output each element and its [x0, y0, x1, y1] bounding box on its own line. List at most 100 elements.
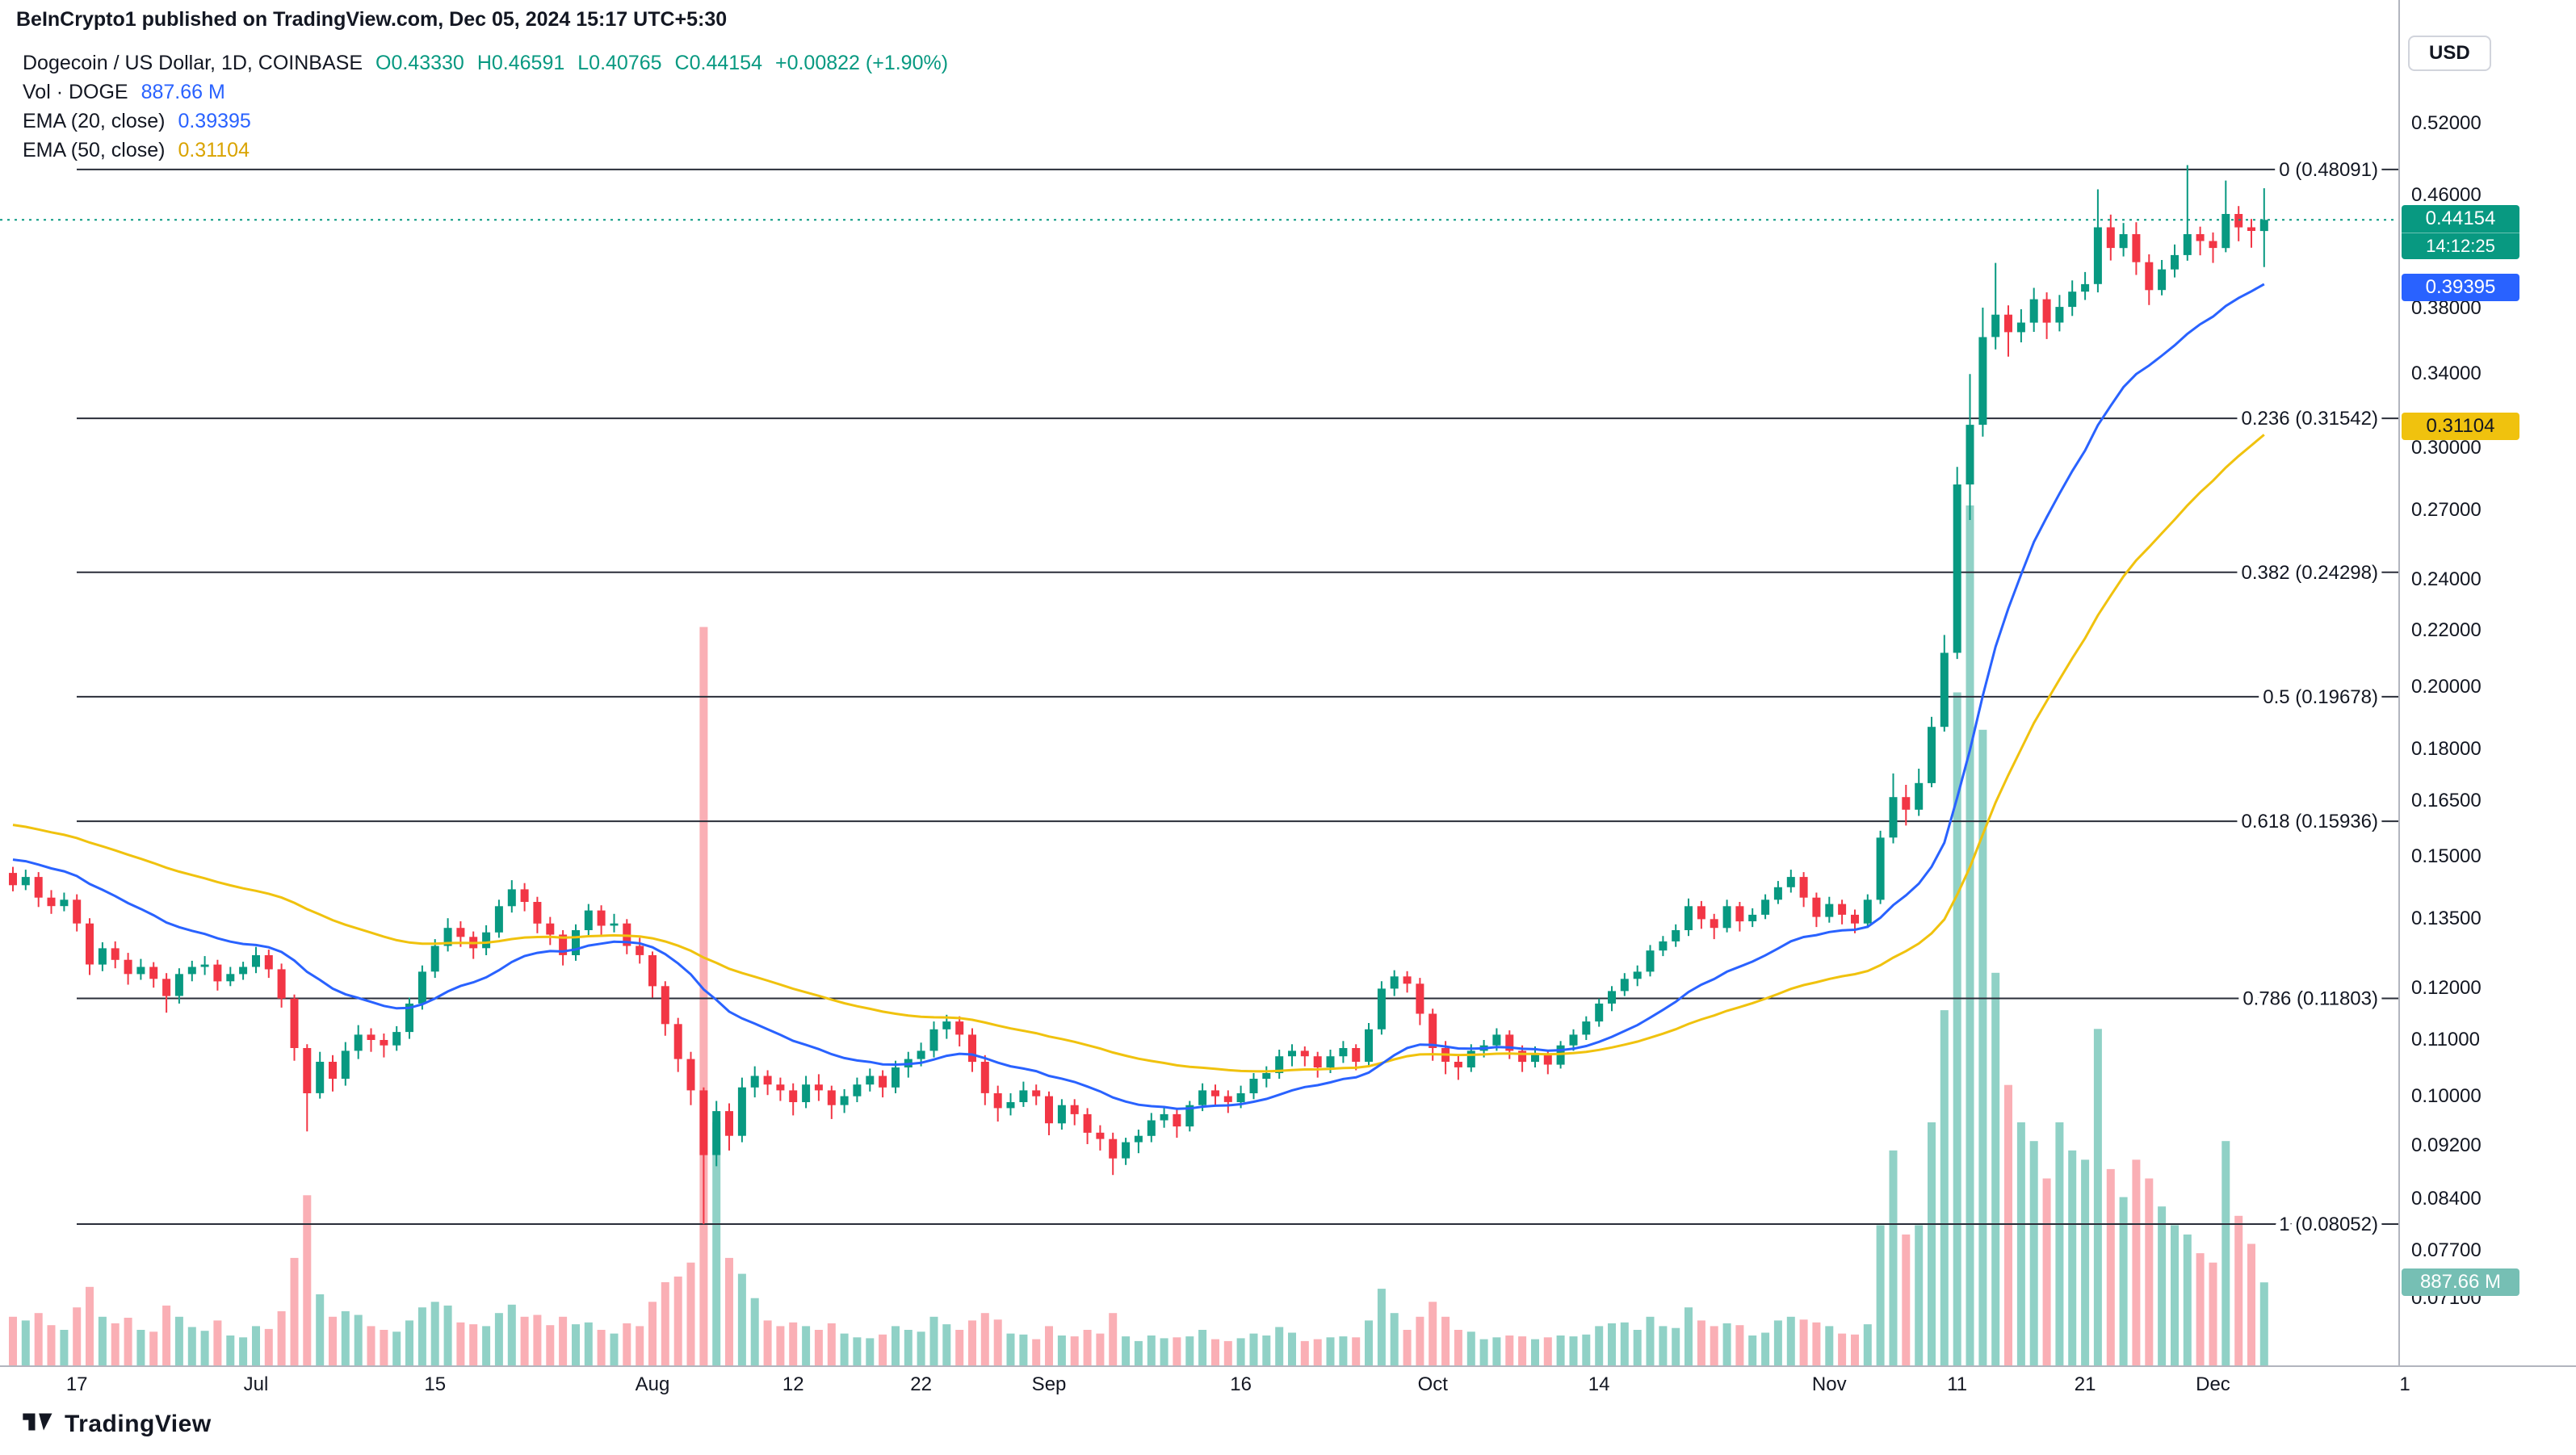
volume-bar: [1851, 1334, 1859, 1365]
currency-usd-button[interactable]: USD: [2408, 36, 2491, 71]
candle-body: [200, 964, 209, 967]
volume-bar: [1339, 1336, 1348, 1365]
volume-bar: [124, 1318, 132, 1365]
candle-body: [136, 967, 145, 975]
legend-ema50-row[interactable]: EMA (50, close) 0.31104: [23, 136, 961, 165]
candle-body: [1057, 1105, 1066, 1124]
legend-symbol-row[interactable]: Dogecoin / US Dollar, 1D, COINBASE O0.43…: [23, 48, 961, 78]
volume-bar: [968, 1320, 976, 1365]
candle-body: [1684, 906, 1693, 930]
volume-bar: [1492, 1337, 1501, 1365]
candle-body: [2183, 234, 2192, 255]
time-axis-label: 11: [1947, 1373, 1968, 1395]
candle-body: [1185, 1105, 1194, 1127]
candle-body: [2106, 227, 2115, 249]
volume-bar: [763, 1320, 772, 1365]
time-axis-label: 15: [424, 1373, 447, 1395]
legend-change: +0.00822 (+1.90%): [774, 51, 949, 74]
candle-body: [1288, 1050, 1296, 1057]
volume-bar: [1518, 1336, 1527, 1365]
legend-high: H0.46591: [476, 51, 565, 74]
legend-low: L0.40765: [577, 51, 662, 74]
candle-body: [1122, 1142, 1131, 1159]
volume-bar: [1147, 1335, 1156, 1365]
fib-level-label: 1 (0.08052): [2279, 1214, 2378, 1235]
volume-bar: [405, 1320, 413, 1365]
volume-bar: [892, 1326, 900, 1365]
volume-bar: [980, 1313, 989, 1365]
volume-bar: [866, 1338, 875, 1365]
volume-bar: [1863, 1324, 1872, 1365]
candle-body: [60, 899, 69, 907]
candle-body: [1160, 1113, 1168, 1121]
volume-bar: [1556, 1335, 1565, 1365]
candle-body: [789, 1090, 798, 1102]
candle-body: [1697, 906, 1705, 920]
volume-bar: [1633, 1330, 1642, 1365]
candle-body: [879, 1076, 887, 1088]
legend-ema50-value: 0.31104: [178, 138, 250, 161]
volume-bar: [1045, 1326, 1053, 1365]
volume-bar: [699, 627, 708, 1365]
tradingview-attribution[interactable]: TradingView: [21, 1405, 212, 1443]
candle-body: [1748, 914, 1757, 921]
volume-bar: [814, 1330, 823, 1365]
volume-bar: [1838, 1333, 1847, 1365]
candle-body: [559, 934, 568, 955]
time-axis-label: Dec: [2196, 1373, 2230, 1395]
price-axis-label: 0.18000: [2411, 738, 2482, 761]
ema50-line[interactable]: [12, 434, 2265, 1073]
candle-body: [1032, 1090, 1041, 1096]
volume-bar: [1722, 1323, 1731, 1365]
legend-ema20-row[interactable]: EMA (20, close) 0.39395: [23, 107, 961, 136]
volume-bar: [2247, 1243, 2255, 1365]
volume-bar: [290, 1257, 299, 1365]
volume-bar: [584, 1322, 593, 1366]
ema20-line[interactable]: [12, 283, 2265, 1110]
price-axis-label: 0.46000: [2411, 184, 2482, 207]
volume-bar: [2029, 1141, 2038, 1365]
candle-body: [955, 1021, 964, 1035]
volume-bar: [2119, 1197, 2128, 1365]
volume-bar: [546, 1325, 555, 1365]
candle-body: [239, 967, 248, 975]
time-axis-label: 12: [782, 1373, 804, 1395]
legend-title: Dogecoin / US Dollar, 1D, COINBASE: [23, 51, 363, 74]
price-scale[interactable]: USD 0.52000 0.46000 0.38000 0.34000 0.30000 0…: [2398, 0, 2576, 1365]
candle-body: [853, 1084, 862, 1096]
volume-bar: [1684, 1307, 1693, 1365]
candle-body: [533, 902, 542, 924]
candle-body: [827, 1090, 836, 1105]
legend-volume-value: 887.66 M: [141, 80, 225, 103]
time-axis-label: Sep: [1031, 1373, 1067, 1395]
volume-bar: [2004, 1084, 2012, 1365]
legend-volume-row[interactable]: Vol · DOGE 887.66 M: [23, 78, 961, 107]
candle-body: [686, 1059, 695, 1091]
volume-bar: [2221, 1141, 2230, 1365]
candle-body: [1582, 1021, 1591, 1035]
volume-bar: [2196, 1253, 2205, 1365]
candle-body: [1659, 941, 1668, 951]
time-axis-label: 16: [1230, 1373, 1252, 1395]
fib-level-label: 0.786 (0.11803): [2242, 988, 2378, 1010]
time-axis-label: 14: [1588, 1373, 1610, 1395]
candle-body: [763, 1076, 772, 1085]
time-scale[interactable]: 17 Jul 15 Aug 12 22 Sep 16 Oct 14 Nov 11 21 Dec 1: [0, 1367, 2576, 1404]
candle-body: [2221, 214, 2230, 249]
price-axis-label: 0.22000: [2411, 619, 2482, 642]
candle-body: [968, 1034, 976, 1063]
volume-bar: [2093, 1029, 2102, 1365]
volume-bar: [879, 1334, 887, 1365]
candle-body: [1505, 1034, 1514, 1051]
volume-bar: [239, 1337, 248, 1365]
volume-bar: [1531, 1339, 1539, 1365]
candle-body: [1646, 950, 1655, 972]
volume-bar: [572, 1324, 580, 1365]
candle-body: [2171, 254, 2179, 270]
volume-bar: [2068, 1150, 2077, 1366]
candle-body: [187, 967, 196, 975]
volume-bar: [417, 1307, 426, 1365]
candle-body: [1735, 906, 1744, 922]
volume-bar: [1799, 1319, 1808, 1365]
